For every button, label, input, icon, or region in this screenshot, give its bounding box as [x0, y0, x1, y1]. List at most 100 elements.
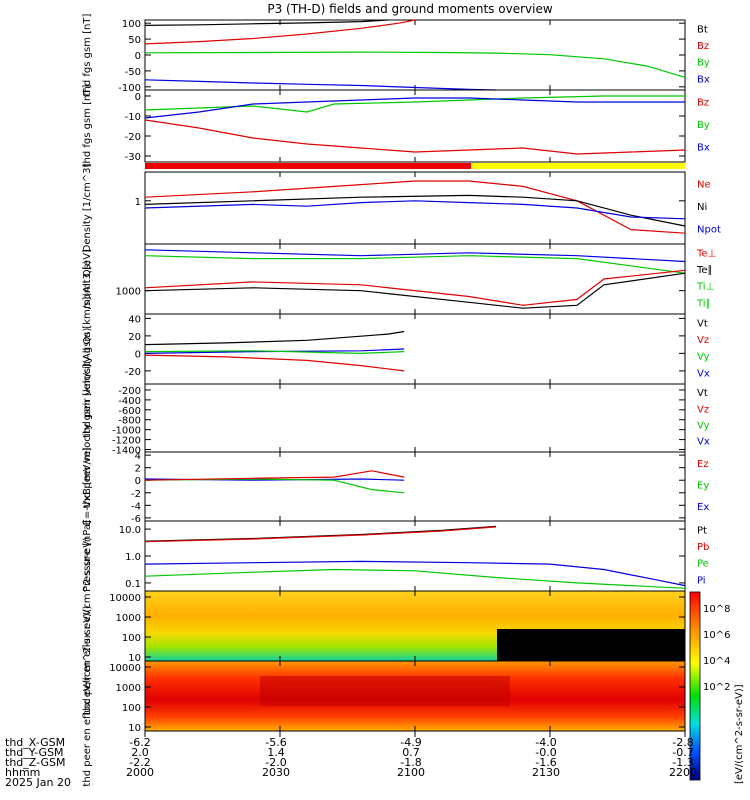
series-Vx [144, 348, 405, 354]
y-tick-label: 10000 [109, 663, 141, 674]
footer-value: 2.0 [131, 746, 149, 759]
y-axis-label: Density [1/cm^3] [82, 164, 93, 253]
panel-peir-velocity: 40 20 0 -20 thd peir velocity gsm [km/s](All… [82, 260, 710, 438]
status-bar-yellow [471, 163, 685, 169]
x-axis [144, 731, 686, 737]
panel-frame [144, 451, 686, 522]
figure-title: P3 (TH-D) fields and ground moments over… [267, 2, 552, 16]
footer-value: -0.7 [672, 746, 693, 759]
y-tick-label: 1000 [116, 683, 141, 694]
y-tick-label: 1000 [116, 613, 141, 624]
y-tick-label: -4 [131, 501, 141, 512]
legend-entry: Vt [697, 318, 708, 329]
legend-entry: Te⊥ [696, 248, 716, 259]
legend-entry: By [697, 120, 710, 131]
footer-value: -4.0 [535, 736, 556, 749]
panel-peir-eflux: 10000 1000 100 10 thd peir en eflux eV/(cm^2… [82, 537, 686, 715]
y-tick-label: 50 [128, 35, 141, 46]
series-Te∥ [144, 272, 686, 309]
series-By [144, 95, 685, 113]
y-axis-label: E=-VxB [mV/m] [82, 447, 93, 525]
colorbar-tick-label: 10^4 [703, 656, 730, 667]
y-tick-label: -2 [131, 489, 141, 500]
series-Bt [144, 19, 389, 26]
legend-entry: Npot [697, 224, 721, 235]
legend-entry: Ti⊥ [696, 282, 714, 293]
y-tick-label: 100 [122, 703, 141, 714]
y-tick-label: 40 [128, 314, 141, 325]
series-Bx [144, 79, 497, 91]
footer-row-label: hhmm [5, 766, 40, 779]
series-Npot [144, 200, 686, 220]
series-Pt [144, 525, 497, 542]
footer-value: 2000 [126, 766, 154, 779]
y-tick-label: -600 [118, 406, 141, 417]
y-axis-label: thd fgs gsm [nT] [82, 14, 93, 97]
y-tick-label: 0 [135, 51, 141, 62]
legend-entry: Vz [697, 404, 709, 415]
series-By [144, 51, 686, 78]
legend-entry: Vx [697, 368, 710, 379]
y-axis-label: thd peir en eflux eV/(cm^2-s-sr-eV) [82, 537, 93, 715]
footer-value: -5.6 [265, 736, 286, 749]
colorbar-tick-label: 10^2 [703, 682, 730, 693]
series-Ni [144, 194, 686, 227]
series-Bx [144, 97, 685, 119]
colorbar-scale [689, 591, 701, 781]
colorbar-tick-label: 10^6 [703, 630, 730, 641]
y-axis-label: thd peer velocity gsm [km/s](All Qs) [82, 327, 93, 508]
panel-fgs-gsm-1: 100 50 0 -50 -100 thd fgs gsm [nT] Bt Bz By Bx [82, 14, 710, 97]
footer-date: 2025 Jan 20 [5, 776, 71, 789]
footer-row-label: thd_Z-GSM [5, 756, 65, 769]
footer-value: 0.7 [402, 746, 420, 759]
footer-value: -1.6 [535, 756, 556, 769]
y-tick-label: 100 [122, 633, 141, 644]
legend-entry: Te∥ [696, 265, 713, 276]
legend-entry: Ez [697, 459, 709, 470]
y-tick-label: -200 [118, 386, 141, 397]
legend-entry: Bz [697, 97, 709, 108]
y-tick-label: -1200 [112, 436, 141, 447]
panel-peer-eflux: 10000 1000 100 10 thd peer en eflux eV/(cm^2… [82, 605, 686, 787]
panel-frame [144, 383, 686, 453]
panel-density: 1 Density [1/cm^3] Ne Ni Npot [82, 164, 721, 253]
y-tick-label: 100 [122, 19, 141, 30]
footer-value: -1.8 [400, 756, 421, 769]
legend-entry: Pe [697, 559, 709, 570]
y-tick-label: 0 [135, 349, 141, 360]
y-tick-label: 2 [135, 464, 141, 475]
legend-entry: By [697, 58, 710, 69]
y-tick-label: -1400 [112, 446, 141, 457]
y-tick-label: 1 [135, 197, 141, 208]
panel-frame [144, 19, 686, 91]
panel-frame [144, 89, 686, 163]
series-Vy [144, 350, 405, 355]
y-tick-label: 10 [128, 723, 141, 734]
legend-entry: Vy [697, 420, 710, 431]
series-Vt [144, 330, 405, 346]
series-Ez [144, 470, 405, 481]
legend-entry: Bz [697, 41, 709, 52]
footer-value: -2.8 [672, 736, 693, 749]
status-bar-red [145, 163, 471, 169]
panel-frame [144, 313, 686, 385]
series-Bz [144, 119, 686, 155]
legend-entry: Vy [697, 352, 710, 363]
legend-entry: Bt [697, 24, 708, 35]
footer-value: -2.2 [129, 756, 150, 769]
footer-row-label: thd_Y-GSM [5, 746, 64, 759]
footer-value: -2.0 [265, 756, 286, 769]
legend-entry: Ni [697, 202, 707, 213]
footer-value: -6.2 [129, 736, 150, 749]
footer-value: -0.0 [535, 746, 556, 759]
y-tick-label: 1.0 [125, 552, 141, 563]
legend-entry: Pi [697, 575, 706, 586]
y-tick-label: -800 [118, 416, 141, 427]
y-tick-label: 10 [128, 653, 141, 664]
legend-entry: Vt [697, 388, 708, 399]
legend-entry: Ey [697, 480, 709, 491]
y-tick-label: 0.1 [125, 579, 141, 590]
y-tick-label: -30 [125, 152, 141, 163]
